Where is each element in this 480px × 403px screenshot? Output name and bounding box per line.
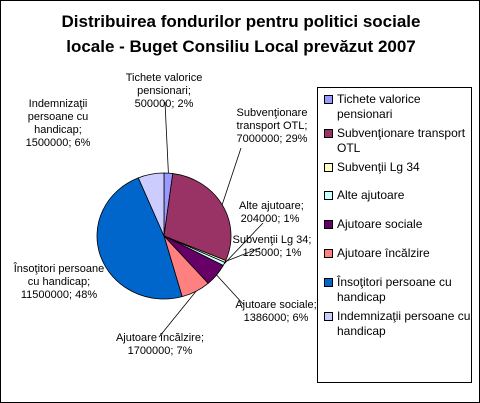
data-label-line: transport OTL; bbox=[236, 120, 308, 132]
data-label-line: Subvenţii Lg 34; bbox=[232, 234, 312, 246]
data-label-tichete-valorice-pensionari: Tichete valorice pensionari; 500000; 2% bbox=[109, 72, 219, 111]
data-label-indemnizatii-persoane-cu-handicap: Indemnizaţii persoane cu handicap; 1500000;… bbox=[18, 98, 98, 150]
legend-swatch bbox=[324, 129, 333, 138]
leader-line-ajutoare-incalzire bbox=[158, 291, 197, 338]
data-label-line: persoane cu bbox=[27, 111, 89, 123]
data-label-subventionare-transport-otl: Subvenţionare transport OTL; 7000000; 29% bbox=[222, 107, 322, 146]
legend-label: Ajutoare încălzire bbox=[337, 246, 430, 260]
leader-line-subventionare-transport-otl bbox=[221, 147, 242, 205]
legend: Tichete valorice pensionari Subvenţionare… bbox=[317, 87, 472, 383]
legend-swatch bbox=[324, 249, 333, 258]
legend-label: Ajutoare sociale bbox=[337, 217, 423, 231]
data-label-line: pensionari; bbox=[137, 85, 191, 97]
legend-swatch bbox=[324, 95, 333, 104]
data-label-ajutoare-incalzire: Ajutoare încălzire; 1700000; 7% bbox=[100, 332, 220, 358]
chart-title: Distribuirea fondurilor pentru politici … bbox=[61, 12, 421, 56]
legend-swatch bbox=[324, 312, 333, 321]
legend-label: Indemnizaţii persoane cu handicap bbox=[337, 309, 471, 338]
data-label-line: Ajutoare sociale; bbox=[235, 299, 317, 311]
data-label-line: 1700000; 7% bbox=[127, 345, 193, 357]
data-label-line: 125000; 1% bbox=[242, 247, 302, 259]
data-label-line: Subvenţionare bbox=[236, 107, 308, 119]
data-label-ajutoare-sociale: Ajutoare sociale; 1386000; 6% bbox=[231, 299, 321, 325]
data-label-subventii-lg-34: Subvenţii Lg 34; 125000; 1% bbox=[227, 234, 317, 260]
data-label-line: Tichete valorice bbox=[125, 72, 203, 84]
legend-label: Tichete valorice pensionari bbox=[337, 92, 421, 121]
leader-line-subventii-lg-34 bbox=[225, 247, 261, 262]
data-label-line: handicap; bbox=[34, 124, 82, 136]
leader-line-ajutoare-sociale bbox=[216, 274, 245, 306]
data-label-line: cu handicap; bbox=[27, 276, 91, 288]
legend-swatch bbox=[324, 163, 333, 172]
data-label-line: 11500000; 48% bbox=[20, 289, 98, 301]
pie-slice-insotitori-persoane-cu-handicap bbox=[96, 177, 183, 300]
data-label-alte-ajutoare: Alte ajutoare; 204000; 1% bbox=[239, 200, 304, 226]
data-label-line: 204000; 1% bbox=[240, 213, 300, 225]
legend-label: Însoţitori persoane cu handicap bbox=[337, 275, 452, 304]
legend-label: Subvenţii Lg 34 bbox=[337, 160, 420, 174]
legend-swatch bbox=[324, 191, 333, 200]
data-label-line: Indemnizaţii bbox=[28, 98, 88, 110]
data-label-insotitori-persoane-cu-handicap: Însoţitori persoane cu handicap; 11500000;… bbox=[4, 263, 114, 302]
data-label-line: Ajutoare încălzire; bbox=[115, 332, 205, 344]
data-label-line: 7000000; 29% bbox=[236, 133, 308, 145]
legend-swatch bbox=[324, 278, 333, 287]
legend-label: Subvenţionare transport OTL bbox=[337, 126, 466, 155]
data-label-line: 1386000; 6% bbox=[243, 312, 309, 324]
data-label-line: Alte ajutoare; bbox=[239, 200, 304, 212]
leader-line-alte-ajutoare bbox=[223, 222, 264, 265]
data-label-line: Însoţitori persoane bbox=[13, 263, 105, 275]
legend-swatch bbox=[324, 220, 333, 229]
data-label-line: 1500000; 6% bbox=[25, 137, 91, 149]
pie-slice-subventionare-transport-otl bbox=[163, 173, 232, 262]
legend-label: Alte ajutoare bbox=[337, 188, 405, 202]
data-label-line: 500000; 2% bbox=[134, 98, 194, 110]
leader-line-tichete-valorice-pensionari bbox=[164, 101, 169, 174]
pie-slice-indemnizatii-persoane-cu-handicap bbox=[137, 172, 165, 237]
